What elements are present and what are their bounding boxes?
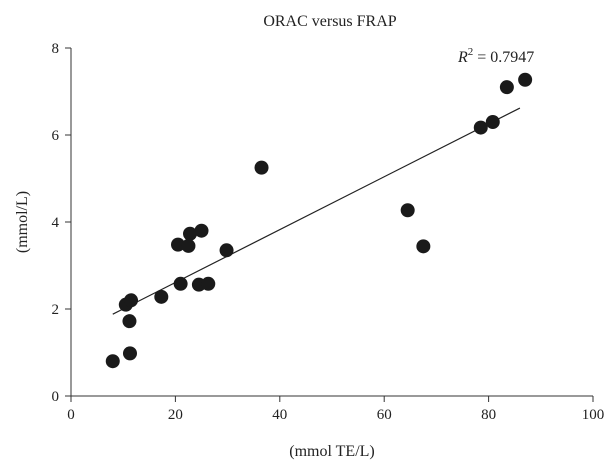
- y-axis-label: (mmol/L): [14, 191, 31, 253]
- y-tick-label: 6: [52, 128, 60, 144]
- x-tick-label: 80: [481, 407, 496, 423]
- y-tick-label: 4: [52, 215, 60, 231]
- x-tick-label: 100: [582, 407, 605, 423]
- data-point: [518, 72, 533, 87]
- data-point: [181, 238, 196, 253]
- data-point: [122, 346, 137, 361]
- r-squared-value: = 0.7947: [473, 49, 534, 66]
- data-point: [473, 120, 488, 135]
- x-tick-label: 0: [67, 407, 75, 423]
- data-point: [173, 276, 188, 291]
- data-point: [201, 276, 216, 291]
- data-point: [124, 293, 139, 308]
- data-point: [183, 226, 198, 241]
- x-ticks: 0 20 40 60 80 100: [67, 396, 604, 423]
- y-tick-label: 2: [52, 302, 60, 318]
- data-point: [254, 160, 269, 175]
- y-tick-label: 0: [52, 389, 60, 405]
- x-tick-label: 60: [377, 407, 392, 423]
- data-point: [194, 223, 209, 238]
- r-squared-annotation: R2 = 0.7947: [457, 46, 534, 66]
- y-tick-label: 8: [52, 41, 60, 57]
- data-point: [416, 239, 431, 254]
- data-point: [400, 203, 415, 218]
- data-point: [154, 289, 169, 304]
- x-axis-label: (mmol TE/L): [289, 443, 374, 460]
- data-point: [219, 243, 234, 258]
- data-point: [105, 354, 120, 369]
- svg-text:R2 = 0.7947: R2 = 0.7947: [457, 46, 534, 66]
- data-point: [122, 314, 137, 329]
- data-point: [499, 80, 514, 95]
- r-squared-superscript: 2: [468, 46, 474, 58]
- chart-title: ORAC versus FRAP: [263, 13, 396, 30]
- x-tick-label: 20: [168, 407, 183, 423]
- data-point: [485, 114, 500, 129]
- x-tick-label: 40: [272, 407, 287, 423]
- data-points: [105, 72, 533, 369]
- r-squared-symbol: R: [457, 49, 468, 66]
- y-ticks: 0 2 4 6 8: [52, 41, 71, 405]
- axes: [70, 48, 593, 397]
- data-point: [171, 237, 186, 252]
